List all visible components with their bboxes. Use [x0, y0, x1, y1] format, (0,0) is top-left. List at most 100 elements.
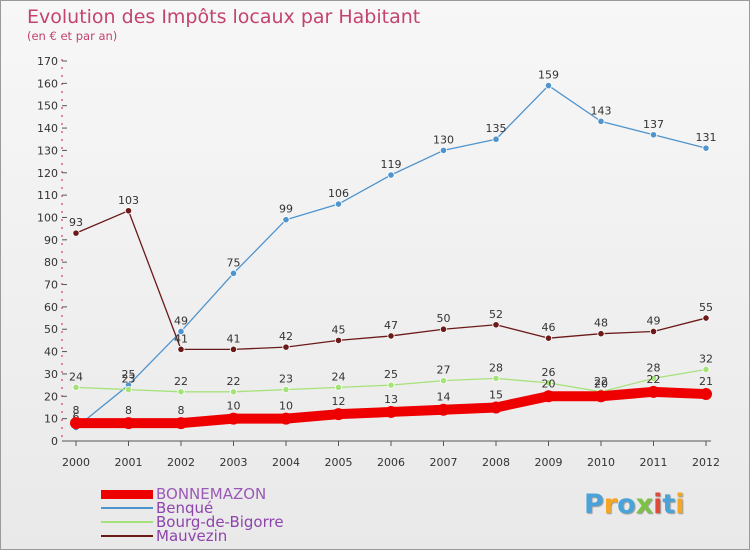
x-tick-label: 2003: [220, 456, 248, 469]
data-point: [702, 365, 710, 374]
y-tick-label: 150: [37, 100, 58, 113]
data-point: [542, 390, 555, 403]
data-label: 13: [384, 393, 398, 406]
data-label: 27: [437, 364, 451, 377]
data-label: 99: [279, 203, 293, 216]
data-point: [229, 269, 238, 277]
data-label: 22: [594, 375, 608, 388]
data-label: 8: [178, 404, 185, 417]
y-tick-label: 40: [44, 346, 58, 359]
legend-swatch: [101, 489, 153, 499]
data-point: [437, 403, 450, 416]
x-tick-label: 2009: [535, 456, 563, 469]
y-tick-label: 130: [37, 144, 58, 157]
data-point: [385, 405, 397, 418]
data-point: [597, 330, 605, 338]
legend-label: Benqué: [156, 499, 214, 517]
data-point: [175, 417, 187, 430]
data-label: 25: [384, 368, 398, 381]
x-tick-label: 2000: [62, 456, 90, 469]
data-label: 48: [594, 317, 608, 330]
data-label: 106: [328, 187, 349, 200]
data-point: [649, 374, 658, 383]
data-point: [229, 388, 238, 396]
data-point: [702, 314, 710, 322]
data-label: 10: [279, 400, 293, 413]
data-label: 143: [591, 104, 612, 117]
x-tick-label: 2012: [692, 456, 720, 469]
data-point: [177, 345, 185, 353]
data-point: [490, 401, 502, 414]
data-point: [177, 327, 185, 336]
x-tick-label: 2010: [587, 456, 615, 469]
y-tick-label: 20: [44, 390, 58, 403]
data-point: [544, 81, 553, 90]
data-point: [387, 332, 395, 340]
x-tick-label: 2011: [640, 456, 668, 469]
legend-item: Bourg-de-Bigorre: [101, 514, 401, 530]
data-point: [334, 200, 343, 208]
data-label: 45: [332, 323, 346, 336]
data-label: 10: [227, 400, 241, 413]
data-label: 22: [647, 373, 661, 386]
data-point: [124, 385, 133, 394]
data-point: [700, 388, 712, 401]
data-label: 32: [699, 352, 713, 365]
data-label: 130: [433, 133, 454, 146]
data-label: 55: [699, 301, 713, 314]
x-tick-label: 2008: [482, 456, 510, 469]
data-label: 131: [696, 131, 717, 144]
data-label: 21: [699, 375, 713, 388]
y-tick-label: 170: [37, 55, 58, 68]
data-point: [229, 345, 238, 353]
data-point: [492, 321, 500, 329]
data-point: [387, 171, 395, 179]
data-point: [70, 417, 82, 430]
data-label: 41: [227, 332, 241, 345]
data-label: 23: [122, 373, 136, 386]
legend-item: Mauvezin: [101, 528, 401, 544]
legend-item: BONNEMAZON: [101, 486, 401, 502]
data-label: 93: [69, 216, 83, 229]
y-tick-label: 160: [37, 77, 58, 90]
data-label: 15: [489, 388, 503, 401]
data-point: [649, 327, 658, 336]
data-label: 24: [69, 370, 83, 383]
data-label: 46: [542, 321, 556, 334]
y-tick-label: 90: [44, 234, 58, 247]
data-point: [544, 334, 553, 342]
chart-subtitle: (en € et par an): [27, 29, 118, 43]
x-tick-label: 2001: [115, 456, 143, 469]
y-tick-label: 120: [37, 167, 58, 180]
y-tick-label: 70: [44, 279, 58, 292]
x-tick-label: 2006: [377, 456, 405, 469]
legend-swatch: [101, 507, 153, 509]
data-label: 49: [174, 314, 188, 327]
data-point: [649, 131, 658, 139]
data-point: [124, 207, 133, 215]
y-tick-label: 30: [44, 368, 58, 381]
data-label: 24: [332, 370, 346, 383]
legend-label: BONNEMAZON: [156, 485, 267, 503]
data-point: [122, 417, 135, 430]
data-point: [177, 388, 185, 396]
data-label: 14: [437, 391, 451, 404]
data-label: 42: [279, 330, 293, 343]
legend-item: Benqué: [101, 500, 401, 516]
data-point: [334, 336, 343, 345]
data-point: [72, 229, 80, 237]
data-point: [595, 390, 607, 403]
y-tick-label: 50: [44, 323, 58, 336]
x-tick-label: 2005: [325, 456, 353, 469]
data-point: [597, 117, 605, 125]
data-label: 8: [125, 404, 132, 417]
data-label: 23: [279, 373, 293, 386]
data-label: 8: [73, 404, 80, 417]
data-label: 52: [489, 308, 503, 321]
legend-swatch: [101, 535, 153, 537]
data-label: 50: [437, 312, 451, 325]
data-label: 159: [538, 69, 559, 82]
data-point: [282, 385, 290, 394]
